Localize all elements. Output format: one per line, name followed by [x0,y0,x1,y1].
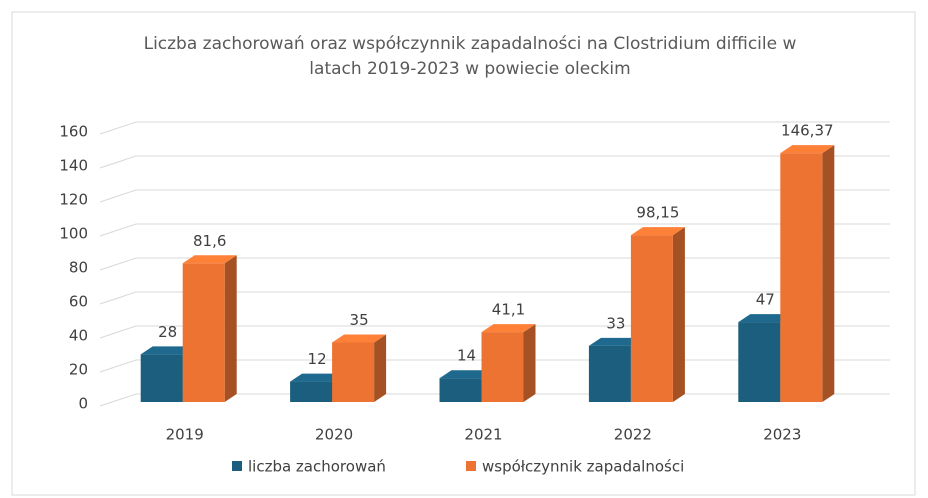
legend-swatch [232,461,242,471]
data-label: 35 [350,311,369,329]
bar [332,342,375,402]
bar [290,381,333,402]
bar-top [439,370,494,379]
bar [182,263,225,402]
grid-line [99,155,890,169]
y-tick-label: 40 [69,327,88,345]
y-tick-label: 120 [59,191,88,209]
bar-side [523,324,536,402]
y-tick-label: 60 [69,293,88,311]
bar-top [630,227,685,236]
bar [481,332,524,402]
bar [780,153,823,402]
y-tick-label: 0 [78,395,88,413]
bar-side [672,227,685,402]
chart-border [11,11,916,496]
bar-side [374,334,387,402]
grid-line [99,121,890,135]
data-label: 12 [308,350,327,368]
legend-swatch [466,461,476,471]
data-label: 81,6 [193,232,226,250]
data-label: 41,1 [492,301,525,319]
bar-top [332,334,387,343]
bar-top [140,346,195,355]
grid-line [99,223,890,237]
y-tick-label: 100 [59,225,88,243]
x-tick-label: 2023 [763,426,801,444]
x-tick-label: 2020 [315,426,353,444]
data-label: 14 [457,347,476,365]
y-tick-label: 160 [59,123,88,141]
bar [439,378,482,402]
data-label: 33 [606,314,625,332]
data-label: 146,37 [781,122,834,140]
y-tick-label: 20 [69,361,88,379]
bar-top [481,324,536,333]
bar-top [182,255,237,264]
bar [630,235,673,402]
grid-line [99,189,890,203]
x-tick-label: 2021 [464,426,502,444]
x-tick-label: 2019 [166,426,204,444]
bar-side [822,145,835,402]
y-tick-label: 140 [59,157,88,175]
bar [140,354,183,402]
y-tick-label: 80 [69,259,88,277]
data-label: 28 [158,323,177,341]
legend-label: liczba zachorowań [248,458,386,476]
bar-top [588,337,643,346]
data-label: 98,15 [636,204,679,222]
chart-title: Liczba zachorowań oraz współczynnik zapa… [143,34,797,79]
legend-label: współczynnik zapadalności [482,458,684,476]
x-tick-label: 2022 [614,426,652,444]
bar-top [780,145,835,154]
bar-top [738,314,793,323]
bar [738,322,781,402]
data-label: 47 [756,291,775,309]
bar [588,345,631,402]
bar-top [290,373,345,382]
bar-side [224,255,237,402]
